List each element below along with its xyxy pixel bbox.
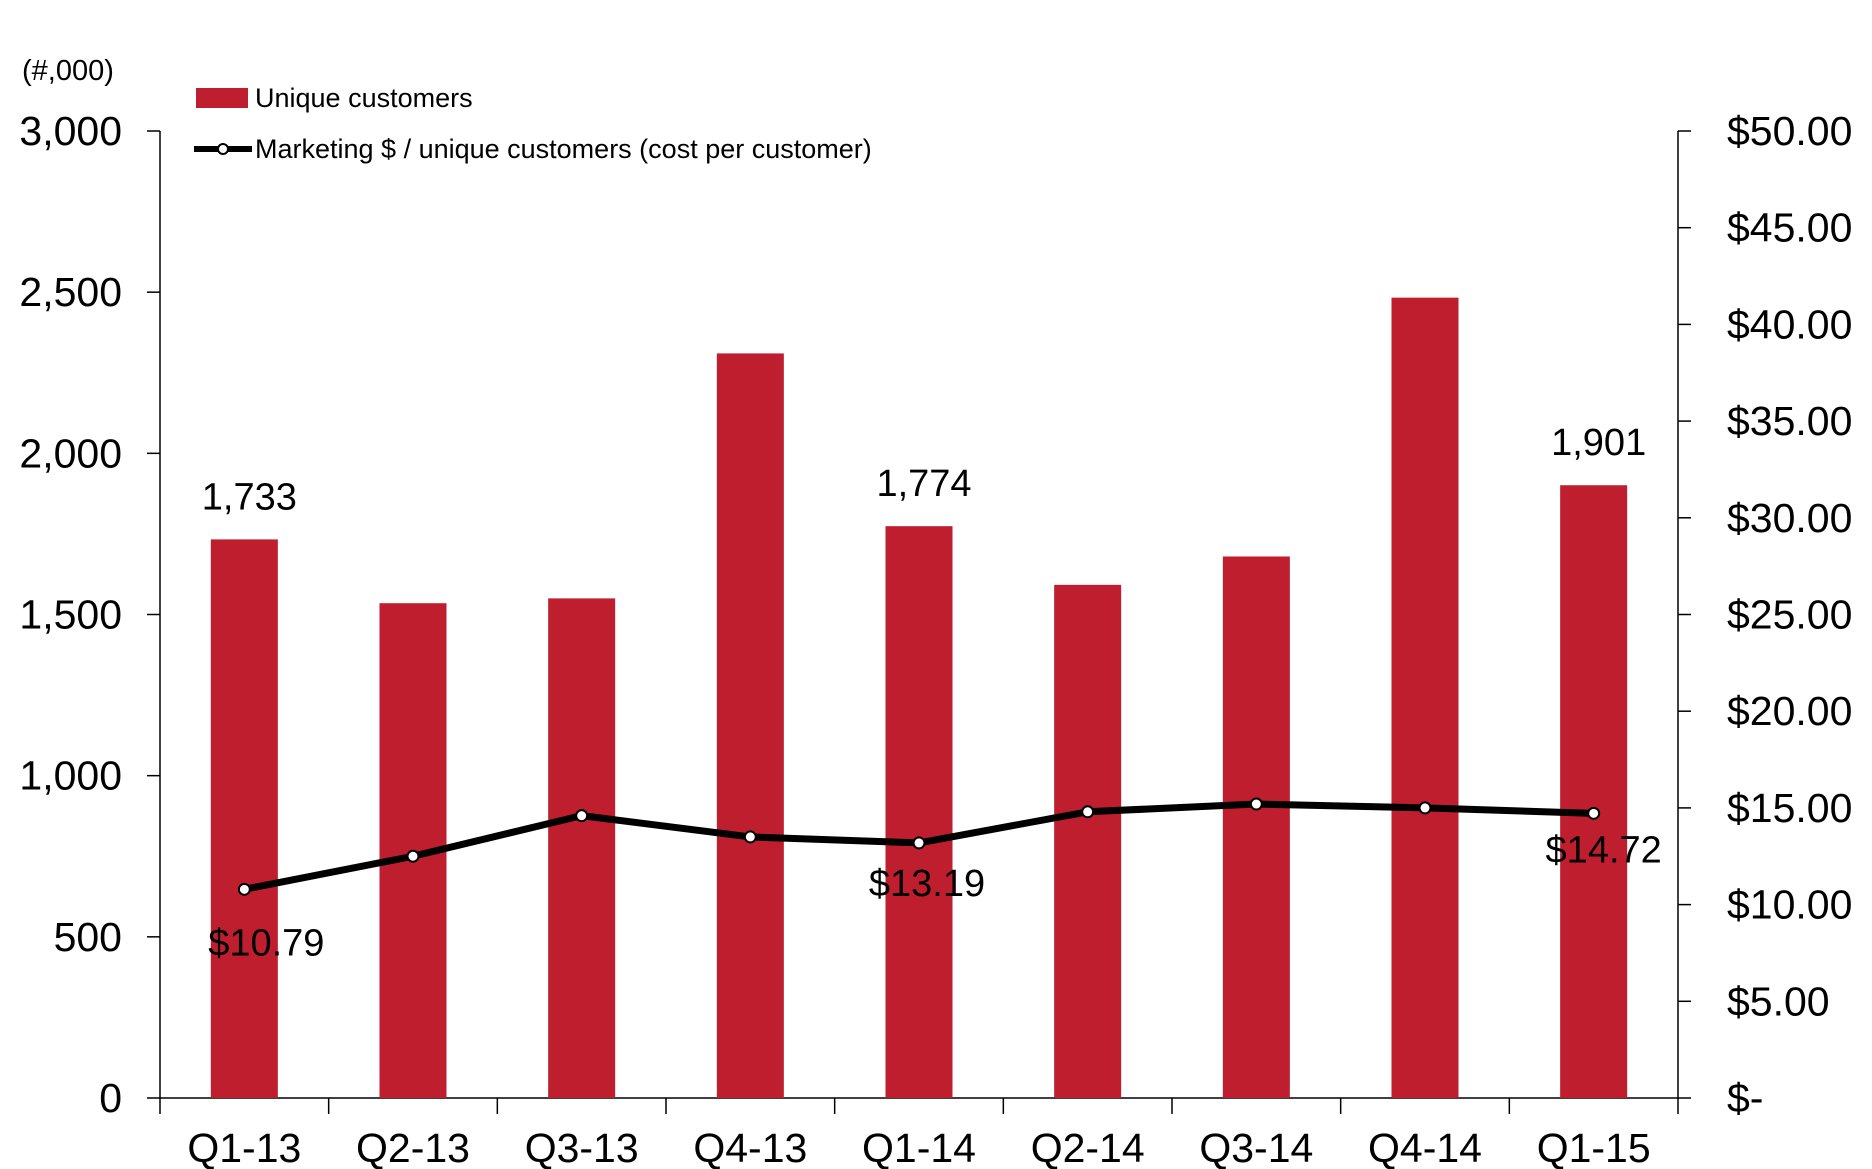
legend-swatch-marker xyxy=(217,143,229,155)
bar-Q1-15 xyxy=(1560,485,1628,1098)
right-axis-tick-label: $40.00 xyxy=(1727,301,1852,347)
right-axis-tick-label: $- xyxy=(1727,1075,1763,1121)
left-axis-tick-label: 500 xyxy=(54,914,122,960)
bar-Q2-14 xyxy=(1054,584,1122,1098)
line-point-Q3-14 xyxy=(1249,797,1263,811)
line-point-Q2-13 xyxy=(406,849,420,863)
right-axis-tick-label: $15.00 xyxy=(1727,785,1852,831)
line-point-Q4-14 xyxy=(1418,801,1432,815)
bar-value-label: 1,733 xyxy=(202,476,297,518)
x-axis-tick-label: Q4-14 xyxy=(1368,1125,1482,1169)
bar-Q3-14 xyxy=(1222,556,1290,1098)
bar-Q3-13 xyxy=(548,598,616,1098)
x-axis-tick-label: Q1-13 xyxy=(187,1125,301,1169)
line-point-Q1-14 xyxy=(912,836,926,850)
legend-swatch-bar xyxy=(196,88,248,108)
left-axis-tick-label: 1,000 xyxy=(19,753,122,799)
bar-Q1-14 xyxy=(885,526,953,1098)
x-axis-tick-label: Q2-14 xyxy=(1031,1125,1145,1169)
x-axis-tick-label: Q4-13 xyxy=(693,1125,807,1169)
x-axis-tick-label: Q1-14 xyxy=(862,1125,976,1169)
line-value-label: $14.72 xyxy=(1546,829,1662,871)
bar-Q4-13 xyxy=(716,353,784,1098)
line-value-label: $13.19 xyxy=(869,863,985,905)
left-axis-tick-label: 0 xyxy=(99,1075,122,1121)
bar-value-label: 1,774 xyxy=(876,463,971,505)
right-axis-tick-label: $35.00 xyxy=(1727,398,1852,444)
x-axis-tick-label: Q2-13 xyxy=(356,1125,470,1169)
line-series xyxy=(237,797,1601,896)
axes: 0 500 1,000 1,500 2,000 2,500 3,000 $- $5.00 $10.… xyxy=(19,108,1852,1169)
bars xyxy=(210,297,1628,1098)
right-axis-tick-label: $25.00 xyxy=(1727,592,1852,638)
right-axis-tick-label: $10.00 xyxy=(1727,882,1852,928)
x-axis-tick-label: Q1-15 xyxy=(1537,1125,1651,1169)
left-axis-tick-label: 1,500 xyxy=(19,592,122,638)
legend-label-unique-customers: Unique customers xyxy=(255,83,473,113)
left-axis-tick-label: 3,000 xyxy=(19,108,122,154)
line-point-Q1-15 xyxy=(1587,806,1601,820)
left-axis-tick-label: 2,500 xyxy=(19,269,122,315)
right-axis-tick-label: $5.00 xyxy=(1727,978,1830,1024)
right-axis-tick-label: $45.00 xyxy=(1727,205,1852,251)
bar-Q1-13 xyxy=(210,539,278,1098)
bar-Q4-14 xyxy=(1391,297,1459,1098)
right-axis-tick-label: $20.00 xyxy=(1727,688,1852,734)
x-axis-tick-label: Q3-14 xyxy=(1199,1125,1313,1169)
right-axis-tick-label: $50.00 xyxy=(1727,108,1852,154)
bar-value-label: 1,901 xyxy=(1551,422,1646,464)
x-axis-tick-label: Q3-13 xyxy=(525,1125,639,1169)
line-point-Q2-14 xyxy=(1081,805,1095,819)
legend: Unique customers Marketing $ / unique cus… xyxy=(194,83,872,164)
line-point-Q1-13 xyxy=(237,882,251,896)
data-labels: 1,733 1,774 1,901 $10.79 $13.19 $14.72 xyxy=(202,422,1662,964)
line-value-label: $10.79 xyxy=(208,922,324,964)
right-axis-tick-label: $30.00 xyxy=(1727,495,1852,541)
line-point-Q4-13 xyxy=(743,830,757,844)
line-point-Q3-13 xyxy=(575,809,589,823)
left-axis-unit-label: (#,000) xyxy=(22,55,114,87)
legend-label-cost-per-customer: Marketing $ / unique customers (cost per… xyxy=(255,134,872,164)
left-axis-tick-label: 2,000 xyxy=(19,430,122,476)
